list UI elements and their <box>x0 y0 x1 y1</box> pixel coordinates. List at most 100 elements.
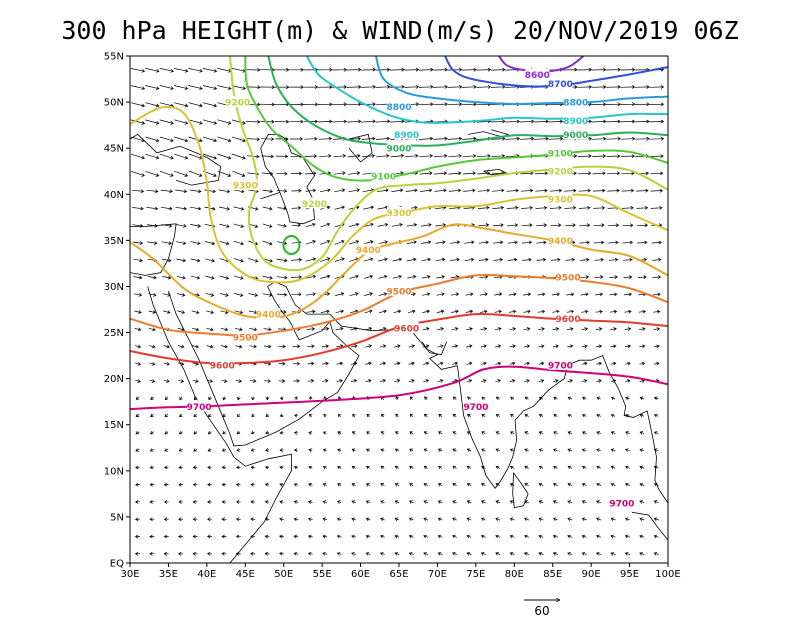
wind-arrow <box>580 275 590 279</box>
lon-tick-label: 75E <box>466 569 485 580</box>
wind-arrow <box>596 431 601 435</box>
wind-arrow <box>174 119 189 125</box>
lon-tick-label: 80E <box>505 569 524 580</box>
wind-arrow <box>550 205 562 210</box>
wind-arrow <box>379 378 387 383</box>
wind-arrow <box>134 344 142 349</box>
wind-arrow <box>317 67 333 72</box>
contour-label: 9200 <box>225 99 250 109</box>
contour-label-bg <box>233 331 258 343</box>
wind-arrow <box>319 188 331 193</box>
wind-arrow <box>262 275 273 280</box>
wind-arrow <box>624 344 632 349</box>
contour-label: 9000 <box>386 145 411 155</box>
wind-arrow <box>409 396 414 400</box>
wind-arrow <box>552 344 559 349</box>
wind-arrow <box>536 257 547 262</box>
wind-arrow <box>479 257 489 262</box>
wind-arrow <box>335 326 344 331</box>
wind-arrow <box>610 517 616 522</box>
wind-arrow <box>538 327 545 331</box>
wind-arrow <box>323 395 327 400</box>
wind-arrow <box>448 153 462 158</box>
wind-arrow <box>476 84 492 89</box>
contour-label-bg <box>563 96 588 108</box>
wind-arrow <box>405 153 419 158</box>
wind-arrow <box>206 551 212 556</box>
wind-arrow <box>639 344 646 349</box>
lon-tick-label: 50E <box>274 569 293 580</box>
wind-arrow <box>505 119 521 124</box>
wind-arrow <box>262 240 273 246</box>
wind-arrow <box>495 534 501 539</box>
wind-arrow <box>279 448 284 452</box>
wind-arrow <box>535 205 548 210</box>
wind-arrow <box>596 379 602 383</box>
wind-arrow <box>292 361 301 366</box>
wind-arrow <box>178 430 183 435</box>
wind-arrow <box>308 500 313 504</box>
wind-arrow <box>148 327 156 332</box>
wind-arrow <box>250 517 256 522</box>
contour-label-bg <box>187 400 212 412</box>
wind-arrow <box>404 67 420 72</box>
wind-arrow <box>395 396 399 400</box>
contour-9000 <box>267 56 668 147</box>
wind-arrow <box>265 396 270 401</box>
wind-arrow <box>149 465 155 470</box>
wind-arrow <box>293 517 299 522</box>
wind-arrow <box>176 258 187 263</box>
wind-arrow <box>246 120 261 124</box>
wind-arrow <box>509 517 515 522</box>
wind-arrow <box>638 309 647 314</box>
wind-arrow <box>495 361 502 366</box>
wind-arrow <box>620 102 636 107</box>
wind-arrow <box>219 275 230 280</box>
wind-arrow <box>408 534 414 539</box>
wind-arrow <box>552 327 560 331</box>
reference-vector: 60 <box>524 600 560 618</box>
wind-arrow <box>610 482 616 487</box>
wind-arrow <box>477 188 491 193</box>
wind-arrow <box>606 67 621 72</box>
wind-arrow <box>207 430 212 435</box>
contour-label-bg <box>548 234 573 246</box>
wind-arrow <box>552 448 558 452</box>
wind-arrow <box>447 67 463 72</box>
wind-arrow <box>449 240 461 245</box>
wind-arrow <box>481 500 486 504</box>
wind-arrow <box>423 448 428 452</box>
wind-arrow <box>452 551 458 556</box>
lon-tick-label: 100E <box>655 569 680 580</box>
wind-arrow <box>552 517 558 522</box>
wind-arrow <box>202 136 218 143</box>
wind-arrow <box>159 136 174 143</box>
wind-arrow <box>364 292 373 296</box>
wind-arrow <box>347 153 361 158</box>
wind-arrow <box>649 136 665 141</box>
wind-arrow <box>578 205 591 210</box>
wind-arrow <box>564 205 577 210</box>
wind-arrow <box>649 154 664 158</box>
wind-arrow <box>337 431 342 435</box>
wind-arrow <box>192 327 200 332</box>
contour-label: 9200 <box>302 200 327 210</box>
wind-arrow <box>207 482 212 487</box>
lat-tick-label: 45N <box>104 144 124 155</box>
wind-arrow <box>274 67 290 72</box>
wind-arrow <box>264 534 270 539</box>
wind-arrow <box>534 136 549 141</box>
wind-arrow <box>189 189 202 194</box>
wind-arrow <box>433 67 448 72</box>
wind-arrow <box>175 189 188 194</box>
wind-arrow <box>307 378 315 383</box>
wind-arrow <box>649 102 665 107</box>
wind-arrow <box>337 448 342 453</box>
wind-arrow <box>653 551 659 556</box>
wind-arrow <box>378 257 388 262</box>
contour-label-bg <box>387 100 411 112</box>
wind-arrow <box>553 465 558 470</box>
wind-arrow <box>262 206 273 211</box>
wind-arrow <box>219 223 230 228</box>
wind-arrow <box>494 292 503 297</box>
